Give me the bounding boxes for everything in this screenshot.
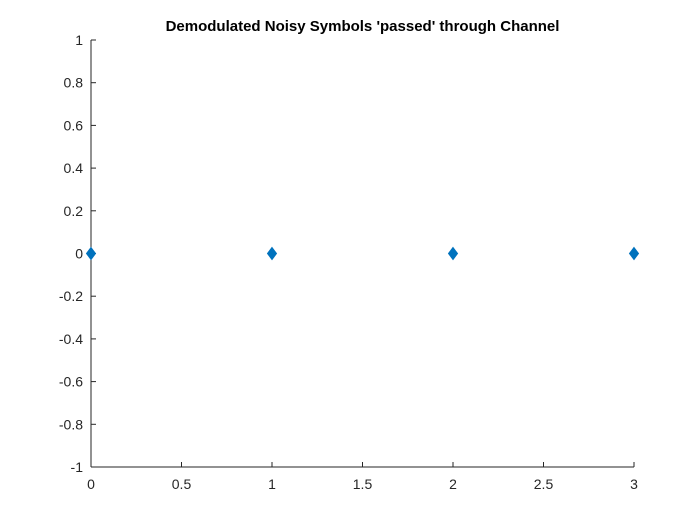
y-tick-label: 1 bbox=[75, 32, 83, 48]
x-tick-label: 1 bbox=[268, 476, 276, 492]
x-tick-label: 0.5 bbox=[172, 476, 192, 492]
y-tick-label: 0.2 bbox=[64, 203, 84, 219]
data-point-diamond bbox=[628, 246, 640, 261]
y-tick-label: -0.8 bbox=[59, 416, 83, 432]
y-tick-label: 0.8 bbox=[64, 75, 84, 91]
x-tick-label: 1.5 bbox=[353, 476, 373, 492]
y-axis-ticks: 1 0.8 0.6 0.4 0.2 0 -0.2 -0.4 -0.6 -0.8 -1 bbox=[59, 32, 96, 475]
x-tick-label: 3 bbox=[630, 476, 638, 492]
y-tick-label: -0.2 bbox=[59, 288, 83, 304]
x-tick-label: 2.5 bbox=[534, 476, 554, 492]
y-tick-label: -0.6 bbox=[59, 374, 83, 390]
x-tick-label: 2 bbox=[449, 476, 457, 492]
data-point-diamond bbox=[447, 246, 459, 261]
data-point-diamond bbox=[266, 246, 278, 261]
x-tick-label: 0 bbox=[87, 476, 95, 492]
y-tick-label: 0 bbox=[75, 246, 83, 262]
axes bbox=[90, 40, 634, 468]
y-tick-label: -1 bbox=[71, 459, 84, 475]
data-point-diamond bbox=[85, 246, 97, 261]
data-points bbox=[85, 246, 640, 261]
y-tick-label: 0.4 bbox=[64, 160, 84, 176]
x-axis-ticks: 0 0.5 1 1.5 2 2.5 3 bbox=[87, 462, 638, 492]
chart-title: Demodulated Noisy Symbols 'passed' throu… bbox=[166, 18, 560, 35]
y-tick-label: -0.4 bbox=[59, 331, 83, 347]
y-tick-label: 0.6 bbox=[64, 117, 84, 133]
